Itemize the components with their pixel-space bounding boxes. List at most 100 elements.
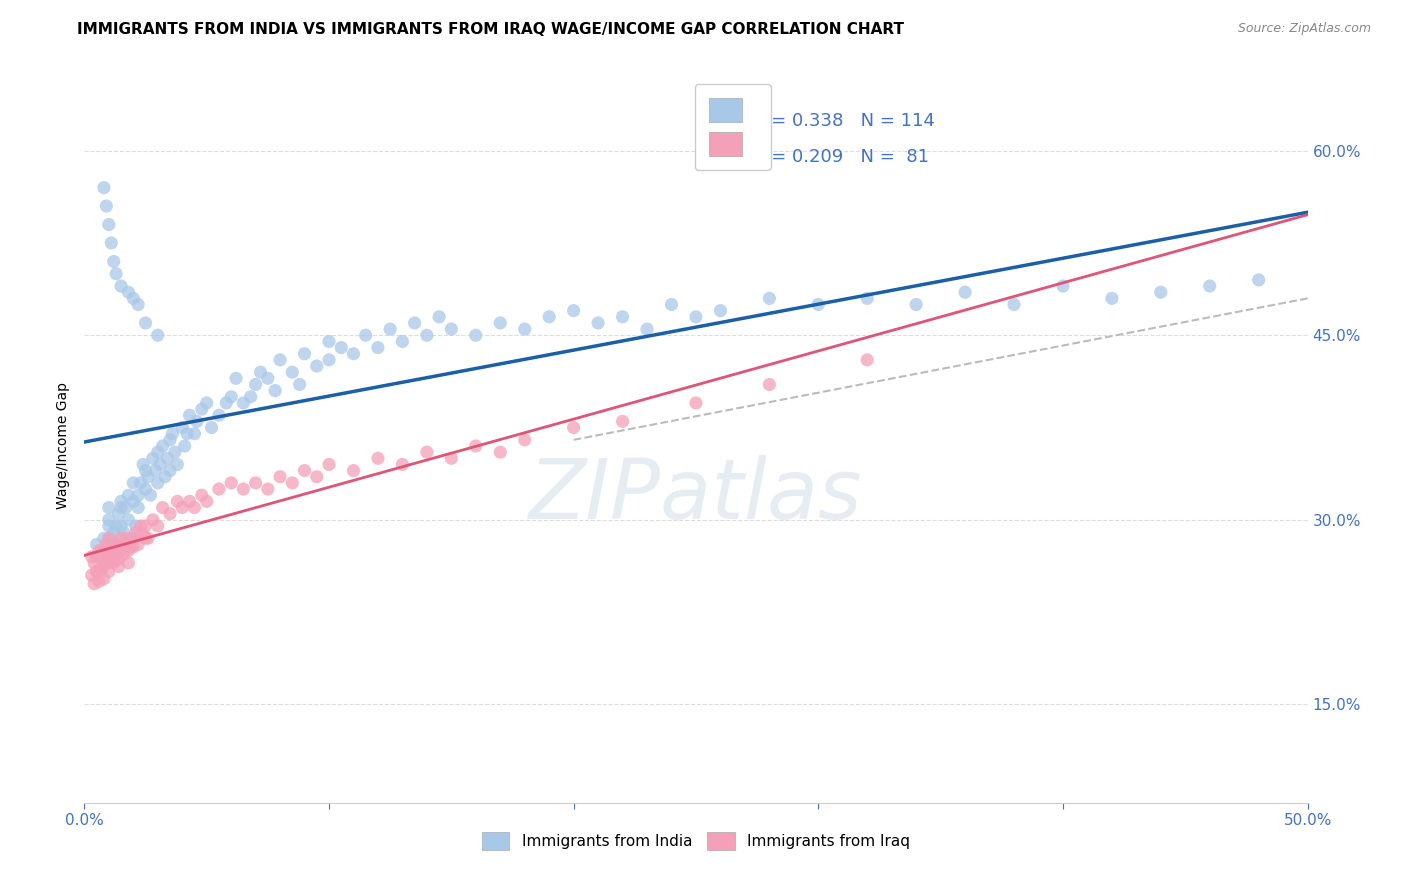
Point xyxy=(143,464,166,478)
Point xyxy=(90,552,112,566)
Point xyxy=(513,322,536,336)
Point xyxy=(1150,285,1173,300)
Point xyxy=(269,352,291,367)
Point xyxy=(120,531,142,545)
Point xyxy=(427,310,450,324)
Point xyxy=(1002,297,1025,311)
Point xyxy=(149,458,172,472)
Point xyxy=(97,556,120,570)
Point xyxy=(122,475,145,490)
Point xyxy=(208,409,231,423)
Point xyxy=(318,334,340,349)
Point xyxy=(86,565,108,579)
Point xyxy=(305,469,328,483)
Point xyxy=(685,310,707,324)
Point xyxy=(105,537,128,551)
Point xyxy=(107,552,129,566)
Point xyxy=(93,531,115,545)
Point xyxy=(183,426,205,441)
Point xyxy=(173,439,195,453)
Point xyxy=(294,464,316,478)
Point xyxy=(100,549,122,564)
Point xyxy=(117,513,139,527)
Point xyxy=(391,334,413,349)
Point xyxy=(117,285,139,300)
Point xyxy=(513,433,536,447)
Point xyxy=(342,347,364,361)
Point xyxy=(195,396,218,410)
Point xyxy=(93,180,115,194)
Point xyxy=(122,494,145,508)
Point xyxy=(318,352,340,367)
Point xyxy=(163,445,186,459)
Point xyxy=(661,297,683,311)
Point xyxy=(110,531,132,545)
Point xyxy=(257,482,280,496)
Point xyxy=(489,445,512,459)
Point xyxy=(156,451,179,466)
Point xyxy=(125,525,148,540)
Point xyxy=(83,576,105,591)
Point xyxy=(117,488,139,502)
Text: ZIPatlas: ZIPatlas xyxy=(529,456,863,536)
Point xyxy=(127,488,149,502)
Point xyxy=(97,531,120,545)
Point xyxy=(288,377,311,392)
Point xyxy=(96,537,118,551)
Point xyxy=(440,322,463,336)
Point xyxy=(215,396,238,410)
Point xyxy=(112,547,135,561)
Point xyxy=(905,297,928,311)
Point xyxy=(132,458,155,472)
Point xyxy=(97,565,120,579)
Point xyxy=(191,488,214,502)
Point xyxy=(239,390,262,404)
Point xyxy=(127,537,149,551)
Point xyxy=(110,500,132,515)
Point xyxy=(249,365,271,379)
Point xyxy=(112,537,135,551)
Point xyxy=(127,500,149,515)
Point xyxy=(176,426,198,441)
Point xyxy=(107,507,129,521)
Point xyxy=(135,316,157,330)
Point xyxy=(440,451,463,466)
Point xyxy=(97,218,120,232)
Point xyxy=(391,458,413,472)
Point xyxy=(105,519,128,533)
Point xyxy=(1198,279,1220,293)
Point xyxy=(135,519,157,533)
Point xyxy=(232,482,254,496)
Point xyxy=(166,458,188,472)
Point xyxy=(96,549,118,564)
Point xyxy=(232,396,254,410)
Point xyxy=(294,347,316,361)
Point xyxy=(86,565,108,579)
Point xyxy=(90,543,112,558)
Point xyxy=(146,475,169,490)
Point xyxy=(146,519,169,533)
Point xyxy=(195,494,218,508)
Point xyxy=(264,384,287,398)
Point xyxy=(107,559,129,574)
Point xyxy=(562,420,585,434)
Point xyxy=(281,365,304,379)
Point xyxy=(146,445,169,459)
Point xyxy=(342,464,364,478)
Point xyxy=(105,267,128,281)
Text: R = 0.209   N =  81: R = 0.209 N = 81 xyxy=(754,148,929,166)
Point xyxy=(83,556,105,570)
Point xyxy=(856,352,879,367)
Point xyxy=(367,451,389,466)
Point xyxy=(245,475,267,490)
Text: IMMIGRANTS FROM INDIA VS IMMIGRANTS FROM IRAQ WAGE/INCOME GAP CORRELATION CHART: IMMIGRANTS FROM INDIA VS IMMIGRANTS FROM… xyxy=(77,22,904,37)
Point xyxy=(153,469,176,483)
Point xyxy=(685,396,707,410)
Point xyxy=(100,235,122,250)
Point xyxy=(179,494,201,508)
Point xyxy=(191,402,214,417)
Point xyxy=(183,500,205,515)
Point xyxy=(281,475,304,490)
Point xyxy=(159,433,181,447)
Point xyxy=(305,359,328,373)
